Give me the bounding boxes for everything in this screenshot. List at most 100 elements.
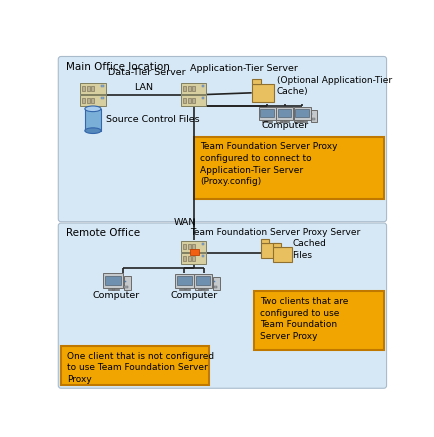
Bar xyxy=(103,273,123,288)
Polygon shape xyxy=(273,243,281,247)
Bar xyxy=(181,253,207,264)
Bar xyxy=(194,277,201,290)
Bar xyxy=(181,95,207,106)
Bar xyxy=(192,86,195,91)
Bar xyxy=(202,243,204,245)
Text: Source Control Files: Source Control Files xyxy=(106,115,199,124)
Text: LAN: LAN xyxy=(134,83,153,92)
Bar xyxy=(202,97,204,99)
Bar xyxy=(284,120,286,121)
Bar xyxy=(273,247,292,262)
Bar xyxy=(276,107,293,120)
Text: Application-Tier Server: Application-Tier Server xyxy=(191,64,298,73)
Text: Cached
Files: Cached Files xyxy=(293,239,326,260)
Bar xyxy=(202,85,204,87)
Bar xyxy=(82,98,85,103)
Bar xyxy=(87,86,90,91)
Bar xyxy=(125,281,126,282)
Text: (Optional Application-Tier
Cache): (Optional Application-Tier Cache) xyxy=(277,76,392,97)
Bar xyxy=(192,256,195,261)
Bar xyxy=(294,118,298,120)
Bar xyxy=(108,289,118,290)
Bar xyxy=(80,95,105,106)
Text: Remote Office: Remote Office xyxy=(66,229,140,239)
Text: Team Foundation Server Proxy
configured to connect to
Application-Tier Server
(P: Team Foundation Server Proxy configured … xyxy=(200,142,337,186)
Bar xyxy=(254,291,384,350)
Bar xyxy=(276,110,283,122)
Bar xyxy=(188,256,191,261)
Bar xyxy=(181,241,207,252)
Bar xyxy=(205,83,207,106)
Text: Data-Tier Server: Data-Tier Server xyxy=(108,68,186,76)
Bar xyxy=(190,249,199,255)
Bar xyxy=(61,346,209,385)
Polygon shape xyxy=(252,79,261,84)
Bar xyxy=(214,286,217,288)
Bar xyxy=(175,274,194,288)
Bar xyxy=(278,109,291,118)
Polygon shape xyxy=(261,239,269,243)
Bar xyxy=(280,121,289,122)
Bar xyxy=(252,84,274,101)
Bar xyxy=(261,243,279,258)
Bar xyxy=(297,121,307,122)
Bar xyxy=(124,276,131,290)
Bar xyxy=(312,118,315,120)
Bar xyxy=(195,281,197,282)
Bar xyxy=(202,255,204,257)
Text: Computer: Computer xyxy=(261,121,308,130)
Bar xyxy=(85,109,101,131)
Bar xyxy=(198,289,208,290)
Text: Two clients that are
configured to use
Team Foundation
Server Proxy: Two clients that are configured to use T… xyxy=(260,297,349,341)
Bar xyxy=(181,83,207,94)
Bar xyxy=(192,244,195,249)
Bar xyxy=(311,110,317,122)
Bar xyxy=(183,256,186,261)
Bar xyxy=(262,121,272,122)
Bar xyxy=(183,244,186,249)
Bar xyxy=(202,288,204,289)
Bar xyxy=(104,83,105,106)
Ellipse shape xyxy=(85,128,101,133)
Bar xyxy=(112,288,114,290)
Bar xyxy=(213,277,220,290)
Bar xyxy=(188,86,191,91)
Bar xyxy=(194,136,384,199)
Bar xyxy=(293,107,311,120)
Bar xyxy=(101,97,104,99)
Bar xyxy=(87,98,90,103)
Bar xyxy=(92,98,95,103)
Bar xyxy=(188,98,191,103)
Text: Computer: Computer xyxy=(170,291,217,300)
Bar xyxy=(101,85,104,87)
Bar xyxy=(194,274,213,288)
Bar xyxy=(183,86,186,91)
Bar xyxy=(124,286,128,288)
Bar xyxy=(105,276,121,285)
FancyBboxPatch shape xyxy=(58,56,387,222)
Bar xyxy=(184,288,186,289)
Bar xyxy=(196,277,210,285)
Bar xyxy=(294,110,300,122)
Bar xyxy=(82,86,85,91)
Bar xyxy=(277,118,280,120)
Text: WAN: WAN xyxy=(174,218,196,227)
Text: Team Foundation Server Proxy Server: Team Foundation Server Proxy Server xyxy=(191,229,361,237)
FancyBboxPatch shape xyxy=(58,223,387,388)
Bar xyxy=(179,289,190,290)
Text: Computer: Computer xyxy=(93,291,140,300)
Bar xyxy=(188,244,191,249)
Text: Main Office location: Main Office location xyxy=(66,62,170,72)
Bar xyxy=(266,120,268,121)
Bar xyxy=(301,120,303,121)
Bar xyxy=(80,83,105,94)
Bar xyxy=(92,86,95,91)
Bar xyxy=(177,277,192,285)
Bar xyxy=(205,241,207,264)
Bar xyxy=(192,98,195,103)
Bar xyxy=(183,98,186,103)
Bar xyxy=(296,109,309,118)
Ellipse shape xyxy=(85,106,101,111)
Bar xyxy=(259,107,276,120)
Bar xyxy=(195,286,199,288)
